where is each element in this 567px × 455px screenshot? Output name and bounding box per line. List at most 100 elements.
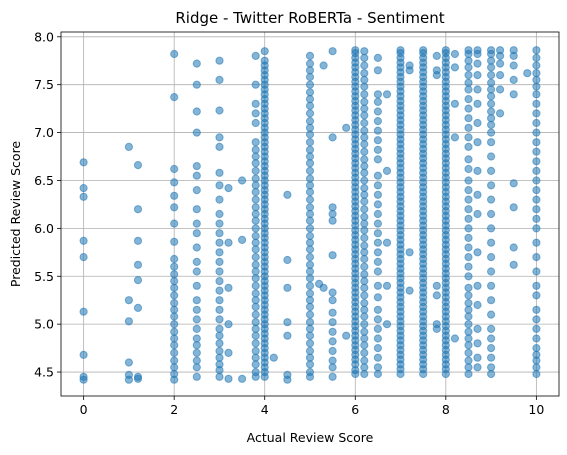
scatter-point <box>532 53 541 63</box>
x-tick-label: 8 <box>442 402 450 417</box>
scatter-point <box>328 296 337 305</box>
scatter-point <box>251 324 260 333</box>
scatter-point <box>305 209 315 219</box>
scatter-point <box>328 337 337 346</box>
scatter-point <box>496 109 505 118</box>
scatter-point <box>305 145 315 154</box>
y-axis-ticks: 4.5 5.0 5.5 6.0 6.5 7.0 7.5 8.0 <box>34 29 61 380</box>
scatter-point <box>360 111 369 120</box>
scatter-point <box>487 63 496 72</box>
scatter-point <box>305 181 315 190</box>
scatter-point <box>251 118 260 128</box>
scatter-point <box>251 245 260 254</box>
scatter-point <box>305 59 315 68</box>
scatter-point <box>523 69 532 78</box>
scatter-point <box>360 104 369 113</box>
x-tick-label: 6 <box>351 402 359 417</box>
scatter-point <box>532 315 541 324</box>
scatter-point <box>464 291 473 300</box>
scatter-point <box>224 238 233 247</box>
scatter-point <box>305 138 315 147</box>
scatter-point <box>473 300 482 310</box>
scatter-point <box>215 133 224 142</box>
scatter-point <box>373 209 382 219</box>
scatter-point <box>251 296 260 305</box>
scatter-point <box>360 212 369 221</box>
scatter-point <box>473 85 482 94</box>
scatter-point <box>251 289 260 298</box>
scatter-point <box>373 219 382 228</box>
scatter-point <box>464 95 473 104</box>
scatter-point <box>215 106 224 115</box>
scatter-point <box>487 99 496 108</box>
scatter-point <box>305 238 315 247</box>
scatter-point <box>170 262 179 271</box>
y-axis-label: Predicted Review Score <box>8 141 23 288</box>
scatter-point <box>464 46 473 55</box>
scatter-point <box>170 341 179 350</box>
scatter-point <box>419 46 428 55</box>
scatter-point <box>238 176 247 185</box>
scatter-point <box>215 219 224 228</box>
scatter-point <box>360 233 369 242</box>
scatter-point <box>192 315 201 324</box>
scatter-point <box>450 63 459 72</box>
scatter-point <box>224 374 233 383</box>
y-tick-label: 6.5 <box>34 173 54 188</box>
scatter-point <box>496 59 505 68</box>
scatter-point <box>360 369 369 379</box>
scatter-point <box>251 51 260 61</box>
scatter-point <box>496 46 505 55</box>
data-points <box>79 46 541 384</box>
scatter-point <box>532 363 541 372</box>
scatter-point <box>283 283 292 292</box>
scatter-point <box>215 56 224 65</box>
scatter-point <box>473 339 482 348</box>
scatter-point <box>328 216 337 225</box>
scatter-point <box>251 203 260 212</box>
scatter-point <box>360 291 369 300</box>
scatter-point <box>373 171 382 180</box>
scatter-point <box>251 353 260 362</box>
scatter-point <box>373 315 382 324</box>
scatter-point <box>487 181 496 190</box>
scatter-point <box>487 224 496 233</box>
scatter-point <box>532 109 541 118</box>
scatter-point <box>192 107 201 116</box>
scatter-point <box>251 360 260 369</box>
scatter-point <box>124 358 133 367</box>
y-tick-label: 8.0 <box>34 29 54 44</box>
scatter-point <box>192 243 201 252</box>
scatter-point <box>305 109 315 118</box>
scatter-point <box>532 69 541 78</box>
scatter-point <box>328 47 337 56</box>
scatter-point <box>464 283 473 292</box>
scatter-point <box>251 138 260 147</box>
scatter-point <box>360 283 369 292</box>
scatter-point <box>360 162 369 171</box>
scatter-point <box>305 95 315 104</box>
scatter-point <box>251 260 260 269</box>
scatter-point <box>251 145 260 154</box>
scatter-point <box>192 296 201 305</box>
scatter-point <box>305 302 315 311</box>
scatter-point <box>170 178 179 187</box>
scatter-point <box>170 49 179 59</box>
scatter-point <box>215 305 224 314</box>
scatter-point <box>532 334 541 343</box>
scatter-point <box>224 283 233 292</box>
scatter-point <box>464 114 473 123</box>
scatter-point <box>328 308 337 317</box>
scatter-point <box>192 324 201 333</box>
scatter-point <box>473 46 482 55</box>
scatter-point <box>464 155 473 164</box>
scatter-point <box>192 219 201 228</box>
scatter-point <box>251 195 260 204</box>
scatter-point <box>170 327 179 336</box>
scatter-point <box>170 270 179 279</box>
scatter-point <box>532 128 541 137</box>
scatter-point <box>305 203 315 212</box>
scatter-point <box>532 350 541 359</box>
scatter-point <box>192 80 201 89</box>
